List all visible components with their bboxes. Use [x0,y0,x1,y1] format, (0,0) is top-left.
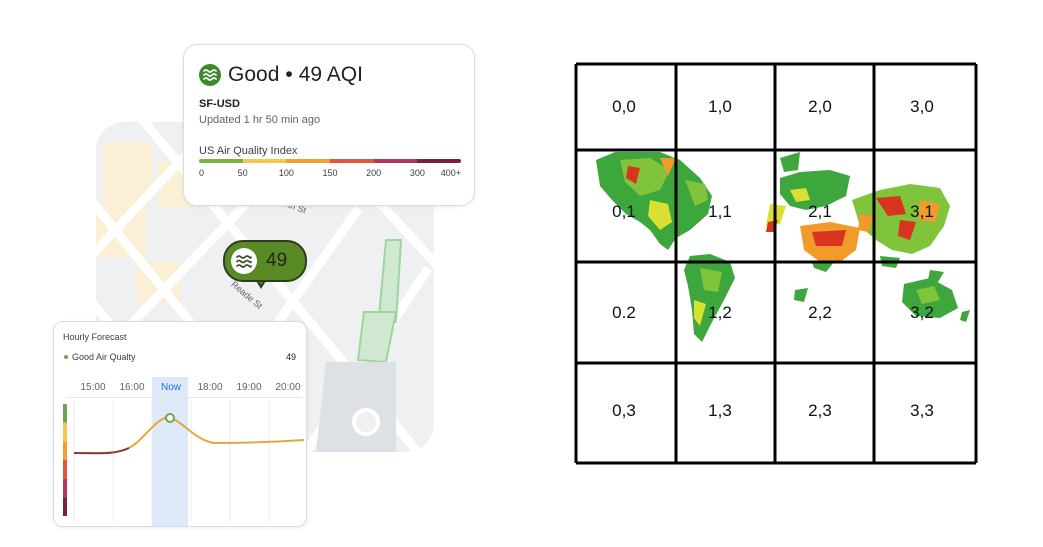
hour-label: 19:00 [236,382,262,393]
station-name: SF-USD [199,98,240,110]
europe-detail [790,188,810,202]
aqi-tick-label: 100 [278,168,294,178]
south-america [684,254,735,342]
forecast-line-segment [73,447,130,455]
hour-label: 20:00 [275,382,301,393]
aqi-color-scale [199,159,461,163]
north-america-detail [685,180,708,206]
aqi-value: 49 AQI [298,63,363,86]
africa-detail [794,288,808,302]
tile-label: 3,3 [910,401,934,420]
level-color-segment [63,497,67,516]
africa-detail [812,230,846,246]
air-waves-icon [199,64,221,86]
level-color-segment [63,404,67,423]
asia-detail [858,214,874,232]
aqi-scale-segment [417,159,461,163]
status-dot [64,355,68,359]
aqi-separator: • [285,63,293,86]
tile-label: 2,0 [808,97,832,116]
forecast-title: Hourly Forecast [63,332,127,342]
south-america-detail [694,300,706,326]
hour-labels: 15:00 16:00 Now 18:00 19:00 20:00 [54,382,306,394]
pin-aqi-value: 49 [266,250,288,271]
current-point [165,413,175,423]
aqi-header: Good • 49 AQI [199,63,363,87]
tile-label: 2,3 [808,401,832,420]
level-color-segment [63,441,67,460]
forecast-status: Good Air Qualty [72,352,136,362]
aqi-scale-segment [286,159,331,163]
aqi-scale-segment [199,159,243,163]
aqi-category: Good [228,63,280,86]
south-america-detail [700,268,722,292]
aqi-tick-label: 200 [366,168,382,178]
hour-label: Now [160,382,182,393]
tile-label: 0.2 [612,303,636,322]
divider [66,397,302,398]
forecast-value: 49 [286,352,297,362]
level-color-segment [63,460,67,479]
forecast-chart [63,400,305,522]
new-zealand [960,310,970,322]
world-map [596,152,970,342]
tile-label: 3,1 [910,202,934,221]
aqi-tick-label: 400+ [440,168,461,178]
aqi-scale-segment [242,159,287,163]
asia-detail [928,270,944,282]
aqi-card[interactable]: Good • 49 AQI SF-USD Updated 1 hr 50 min… [183,44,475,206]
hour-label: 16:00 [119,382,145,393]
tile-label: 1,2 [708,303,732,322]
tile-label: 2,1 [808,202,832,221]
current-hour-highlight [152,377,188,526]
tile-label: 1,0 [708,97,732,116]
hourly-forecast-card[interactable]: Hourly Forecast Good Air Qualty 49 15:00… [53,321,307,527]
africa-detail [812,262,834,272]
aqi-tick-label: 150 [322,168,338,178]
australia-detail [916,286,940,304]
tile-label: 1,1 [708,202,732,221]
aqi-tick-label: 50 [237,168,248,178]
aqi-index-label: US Air Quality Index [199,145,298,157]
hour-label: 18:00 [197,382,223,393]
updated-time: Updated 1 hr 50 min ago [199,114,321,126]
aqi-tick-label: 0 [199,168,205,178]
aqi-scale-ticks: 0 50 100 150 200 300 400+ [199,168,461,180]
aqi-scale-segment [373,159,418,163]
hour-label: 15:00 [80,382,106,393]
level-color-segment [63,422,67,442]
north-america-detail [648,200,672,230]
tile-label: 0,3 [612,401,636,420]
north-america-detail [626,166,640,184]
asia-detail [898,220,916,240]
tile-label: 2,2 [808,303,832,322]
grid-lines [574,62,978,465]
north-america-detail [660,158,676,176]
aqi-tick-label: 300 [409,168,425,178]
greenland [780,152,800,172]
asia-detail [918,200,940,222]
asia-detail [876,196,906,216]
aqi-scale-segment [330,159,374,163]
air-waves-icon [231,248,257,274]
map-pin[interactable]: 49 [223,240,307,282]
tile-label: 0,0 [612,97,636,116]
tile-label: 3,0 [910,97,934,116]
tile-label: 0,1 [612,202,636,221]
level-color-segment [63,478,67,498]
tile-label: 3,2 [910,303,934,322]
tile-label: 1,3 [708,401,732,420]
